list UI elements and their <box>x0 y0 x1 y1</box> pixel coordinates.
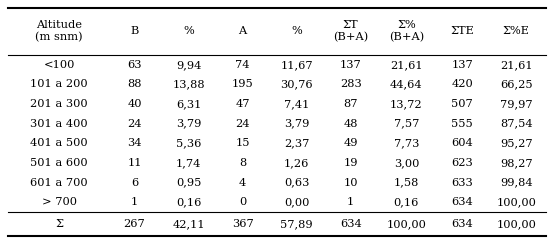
Text: 7,73: 7,73 <box>394 138 419 148</box>
Text: B: B <box>130 26 138 36</box>
Text: 24: 24 <box>127 119 142 129</box>
Text: 0: 0 <box>239 197 246 207</box>
Text: 63: 63 <box>127 60 142 70</box>
Text: %: % <box>291 26 302 36</box>
Text: 88: 88 <box>127 80 142 90</box>
Text: 101 a 200: 101 a 200 <box>30 80 88 90</box>
Text: 634: 634 <box>452 219 473 229</box>
Text: 100,00: 100,00 <box>496 219 536 229</box>
Text: 1: 1 <box>131 197 138 207</box>
Text: 19: 19 <box>343 158 358 168</box>
Text: 0,16: 0,16 <box>176 197 201 207</box>
Text: %: % <box>183 26 194 36</box>
Text: 137: 137 <box>340 60 362 70</box>
Text: 15: 15 <box>235 138 250 148</box>
Text: 195: 195 <box>232 80 254 90</box>
Text: 100,00: 100,00 <box>387 219 427 229</box>
Text: 201 a 300: 201 a 300 <box>30 99 88 109</box>
Text: 507: 507 <box>452 99 473 109</box>
Text: 634: 634 <box>452 197 473 207</box>
Text: Σ%
(B+A): Σ% (B+A) <box>389 20 424 43</box>
Text: 5,36: 5,36 <box>176 138 201 148</box>
Text: 367: 367 <box>232 219 254 229</box>
Text: 555: 555 <box>452 119 473 129</box>
Text: 6,31: 6,31 <box>176 99 201 109</box>
Text: 21,61: 21,61 <box>390 60 423 70</box>
Text: 2,37: 2,37 <box>284 138 309 148</box>
Text: 137: 137 <box>452 60 473 70</box>
Text: 1,74: 1,74 <box>176 158 201 168</box>
Text: 13,72: 13,72 <box>390 99 423 109</box>
Text: 283: 283 <box>340 80 362 90</box>
Text: 7,57: 7,57 <box>394 119 419 129</box>
Text: 633: 633 <box>452 178 473 188</box>
Text: 1,58: 1,58 <box>394 178 419 188</box>
Text: 301 a 400: 301 a 400 <box>30 119 88 129</box>
Text: Altitude
(m snm): Altitude (m snm) <box>35 20 83 43</box>
Text: 4: 4 <box>239 178 246 188</box>
Text: 21,61: 21,61 <box>500 60 532 70</box>
Text: 3,79: 3,79 <box>176 119 201 129</box>
Text: 99,84: 99,84 <box>500 178 532 188</box>
Text: 3,79: 3,79 <box>284 119 309 129</box>
Text: 0,16: 0,16 <box>394 197 419 207</box>
Text: 604: 604 <box>452 138 473 148</box>
Text: 3,00: 3,00 <box>394 158 419 168</box>
Text: 48: 48 <box>343 119 358 129</box>
Text: 0,00: 0,00 <box>284 197 309 207</box>
Text: 40: 40 <box>127 99 142 109</box>
Text: 7,41: 7,41 <box>284 99 309 109</box>
Text: Σ: Σ <box>55 219 63 229</box>
Text: 8: 8 <box>239 158 246 168</box>
Text: Σ%E: Σ%E <box>503 26 530 36</box>
Text: 11,67: 11,67 <box>280 60 313 70</box>
Text: 10: 10 <box>343 178 358 188</box>
Text: 74: 74 <box>235 60 250 70</box>
Text: <100: <100 <box>43 60 75 70</box>
Text: 623: 623 <box>452 158 473 168</box>
Text: 13,88: 13,88 <box>172 80 205 90</box>
Text: 1,26: 1,26 <box>284 158 309 168</box>
Text: 44,64: 44,64 <box>390 80 423 90</box>
Text: 87: 87 <box>343 99 358 109</box>
Text: 11: 11 <box>127 158 142 168</box>
Text: 24: 24 <box>235 119 250 129</box>
Text: 79,97: 79,97 <box>500 99 532 109</box>
Text: ΣT
(B+A): ΣT (B+A) <box>333 20 368 43</box>
Text: 0,95: 0,95 <box>176 178 201 188</box>
Text: 501 a 600: 501 a 600 <box>30 158 88 168</box>
Text: 95,27: 95,27 <box>500 138 532 148</box>
Text: 66,25: 66,25 <box>500 80 532 90</box>
Text: 401 a 500: 401 a 500 <box>30 138 88 148</box>
Text: 34: 34 <box>127 138 142 148</box>
Text: 601 a 700: 601 a 700 <box>30 178 88 188</box>
Text: 420: 420 <box>452 80 473 90</box>
Text: 1: 1 <box>347 197 355 207</box>
Text: 30,76: 30,76 <box>280 80 313 90</box>
Text: 0,63: 0,63 <box>284 178 309 188</box>
Text: 6: 6 <box>131 178 138 188</box>
Text: A: A <box>238 26 247 36</box>
Text: 47: 47 <box>235 99 250 109</box>
Text: 9,94: 9,94 <box>176 60 201 70</box>
Text: 98,27: 98,27 <box>500 158 532 168</box>
Text: ΣTE: ΣTE <box>450 26 474 36</box>
Text: 634: 634 <box>340 219 362 229</box>
Text: 100,00: 100,00 <box>496 197 536 207</box>
Text: > 700: > 700 <box>42 197 76 207</box>
Text: 87,54: 87,54 <box>500 119 532 129</box>
Text: 49: 49 <box>343 138 358 148</box>
Text: 42,11: 42,11 <box>172 219 205 229</box>
Text: 57,89: 57,89 <box>280 219 313 229</box>
Text: 267: 267 <box>124 219 145 229</box>
